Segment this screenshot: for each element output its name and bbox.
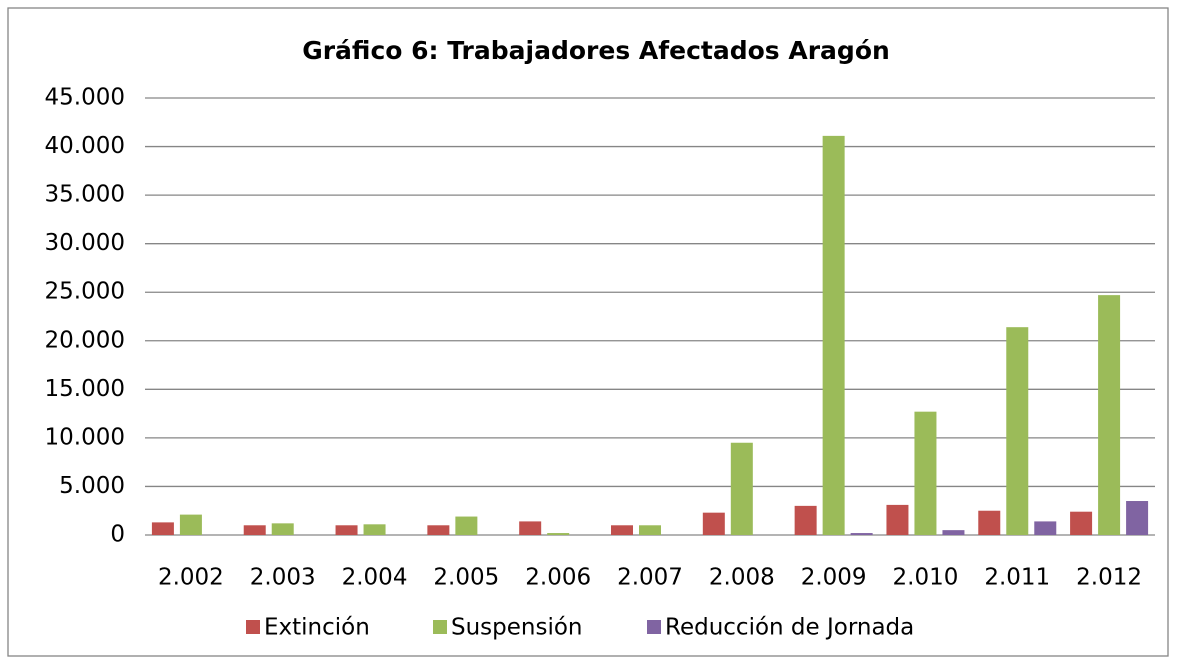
x-tick-label: 2.008 xyxy=(709,565,775,591)
bar xyxy=(886,504,909,535)
legend-label: Reducción de Jornada xyxy=(665,615,914,641)
legend-swatch xyxy=(246,620,260,634)
y-tick-label: 10.000 xyxy=(45,424,125,450)
y-tick-label: 35.000 xyxy=(45,182,125,208)
bar xyxy=(1126,501,1149,535)
bar xyxy=(179,514,202,535)
chart-title: Gráfico 6: Trabajadores Afectados Aragón xyxy=(302,36,890,65)
y-tick-label: 40.000 xyxy=(45,133,125,159)
bar xyxy=(611,525,633,535)
bar xyxy=(151,522,174,535)
bar xyxy=(914,411,937,535)
bar xyxy=(978,510,1001,535)
x-tick-label: 2.011 xyxy=(984,565,1050,591)
bar xyxy=(1006,327,1029,535)
x-tick-label: 2.004 xyxy=(342,565,408,591)
x-tick-label: 2.012 xyxy=(1076,565,1142,591)
bar xyxy=(942,530,965,535)
legend-swatch xyxy=(433,620,447,634)
x-tick-label: 2.007 xyxy=(617,565,683,591)
x-tick-label: 2.009 xyxy=(801,565,867,591)
legend-label: Suspensión xyxy=(451,615,583,641)
y-tick-label: 20.000 xyxy=(45,327,125,353)
bar xyxy=(822,135,845,535)
y-tick-label: 5.000 xyxy=(59,473,125,499)
y-tick-label: 15.000 xyxy=(45,376,125,402)
bar xyxy=(547,533,570,535)
bar xyxy=(1034,521,1057,535)
bar xyxy=(363,524,386,535)
y-tick-label: 45.000 xyxy=(45,85,125,111)
bar xyxy=(1098,295,1121,535)
bar xyxy=(243,525,266,535)
bar xyxy=(271,523,294,535)
x-tick-label: 2.002 xyxy=(158,565,224,591)
bar xyxy=(519,521,542,535)
bar xyxy=(455,516,478,535)
bar xyxy=(427,525,450,535)
bar xyxy=(850,533,873,535)
x-tick-label: 2.006 xyxy=(525,565,591,591)
x-tick-label: 2.010 xyxy=(893,565,959,591)
bar xyxy=(730,442,753,535)
x-tick-label: 2.003 xyxy=(250,565,316,591)
bar xyxy=(1070,511,1093,535)
bar xyxy=(639,525,661,535)
chart-frame xyxy=(7,7,1169,657)
legend-swatch xyxy=(647,620,661,634)
bar xyxy=(702,512,725,535)
y-tick-label: 0 xyxy=(110,522,125,548)
x-tick-label: 2.005 xyxy=(433,565,499,591)
legend-label: Extinción xyxy=(264,615,370,641)
y-tick-label: 25.000 xyxy=(45,279,125,305)
y-tick-label: 30.000 xyxy=(45,230,125,256)
bar xyxy=(794,505,817,535)
bar xyxy=(335,525,358,535)
